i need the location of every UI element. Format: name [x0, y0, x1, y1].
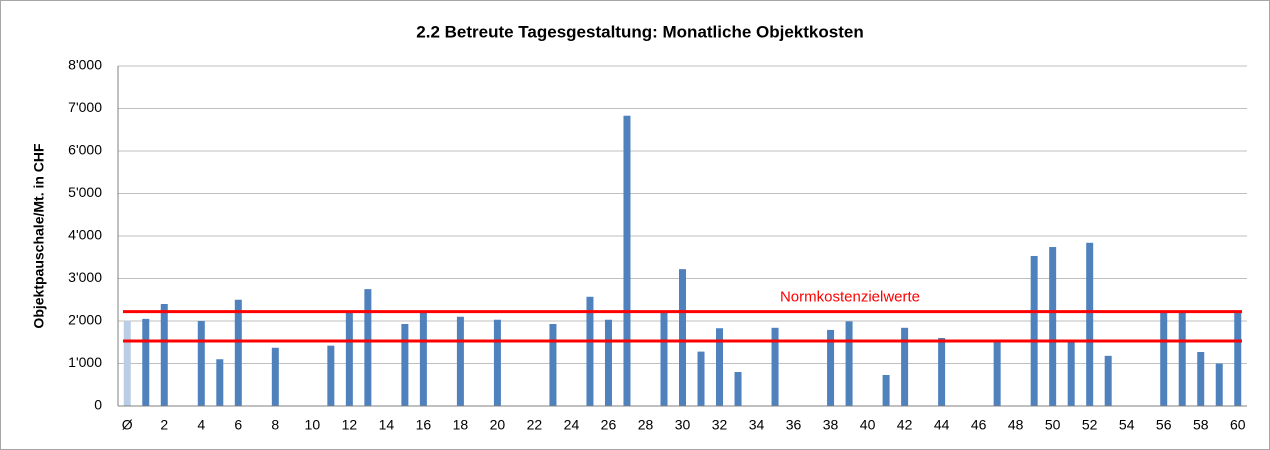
x-tick-label: 10	[305, 417, 321, 433]
bar	[419, 311, 427, 406]
bar	[197, 321, 205, 406]
bar	[216, 359, 224, 406]
bar	[549, 323, 557, 406]
bar	[771, 327, 779, 406]
x-tick-label: 34	[749, 417, 765, 433]
x-tick-label: 60	[1230, 417, 1246, 433]
bar	[604, 319, 612, 406]
bar	[716, 328, 724, 406]
bar	[660, 311, 668, 406]
x-tick-label: 46	[971, 417, 987, 433]
bar	[345, 311, 353, 406]
bar	[123, 321, 131, 406]
y-tick-label: 5'000	[68, 184, 102, 200]
x-tick-label: 12	[342, 417, 358, 433]
y-tick-label: 8'000	[68, 57, 102, 73]
x-tick-label: 38	[823, 417, 839, 433]
x-tick-label: 56	[1156, 417, 1172, 433]
bar	[734, 372, 742, 406]
x-tick-label: 18	[453, 417, 469, 433]
bar	[586, 296, 594, 406]
bar	[1160, 311, 1168, 406]
y-axis-label: Objektpauschale/Mt. in CHF	[31, 143, 47, 329]
y-tick-label: 3'000	[68, 269, 102, 285]
bar	[827, 329, 835, 406]
x-tick-label: 52	[1082, 417, 1098, 433]
x-tick-label: 36	[786, 417, 802, 433]
x-tick-label: 54	[1119, 417, 1135, 433]
bar	[679, 269, 686, 406]
bar	[1178, 311, 1186, 406]
y-tick-label: 4'000	[68, 227, 102, 243]
bar	[845, 321, 853, 406]
bar	[1030, 255, 1038, 406]
bar	[901, 327, 909, 406]
x-tick-label: 48	[1008, 417, 1024, 433]
bar	[493, 319, 501, 406]
bar	[1104, 355, 1112, 406]
bar	[882, 374, 890, 406]
bar	[938, 338, 946, 406]
x-tick-label: 40	[860, 417, 876, 433]
x-tick-label: 2	[160, 417, 168, 433]
chart-title: 2.2 Betreute Tagesgestaltung: Monatliche…	[416, 22, 863, 41]
x-tick-label: 24	[564, 417, 580, 433]
bar	[993, 340, 1001, 406]
x-tick-label: 42	[897, 417, 913, 433]
x-tick-label: 44	[934, 417, 950, 433]
x-tick-label: 4	[197, 417, 205, 433]
x-tick-label: 6	[234, 417, 242, 433]
y-tick-label: 6'000	[68, 142, 102, 158]
x-tick-label: 22	[527, 417, 543, 433]
bar	[1215, 363, 1223, 406]
x-tick-label: 16	[416, 417, 432, 433]
bar	[1049, 247, 1057, 406]
bar	[401, 323, 409, 406]
reference-label: Normkostenzielwerte	[780, 289, 920, 306]
x-tick-label: 58	[1193, 417, 1209, 433]
bar	[1197, 352, 1205, 406]
bar	[271, 347, 279, 406]
y-tick-label: 1'000	[68, 354, 102, 370]
bar	[327, 345, 335, 406]
bar	[697, 351, 705, 406]
x-tick-label: 50	[1045, 417, 1061, 433]
y-tick-label: 2'000	[68, 312, 102, 328]
x-tick-label: 20	[490, 417, 506, 433]
bar	[234, 299, 242, 406]
y-tick-label: 7'000	[68, 99, 102, 115]
bar	[160, 304, 168, 406]
y-tick-label: 0	[94, 397, 102, 413]
x-tick-label: 8	[271, 417, 279, 433]
x-tick-label: 26	[601, 417, 617, 433]
x-tick-label: 14	[379, 417, 395, 433]
bar	[1234, 311, 1242, 406]
bar	[1067, 340, 1075, 406]
bar	[142, 318, 150, 406]
x-tick-label: Ø	[122, 417, 133, 433]
bar	[623, 115, 631, 406]
x-tick-label: 28	[638, 417, 654, 433]
x-tick-label: 30	[675, 417, 691, 433]
x-tick-label: 32	[712, 417, 728, 433]
bar	[364, 289, 372, 406]
bar	[1086, 242, 1094, 406]
bar	[456, 316, 464, 406]
